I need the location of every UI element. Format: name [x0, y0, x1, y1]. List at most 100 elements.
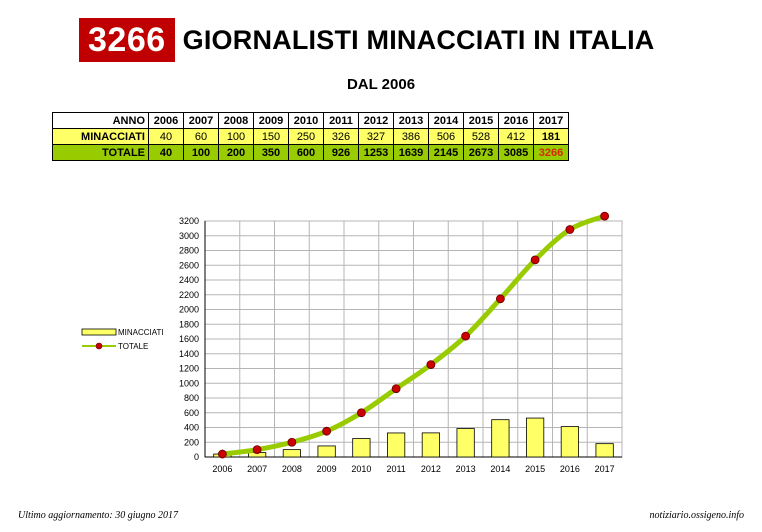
totale-cell: 100	[183, 144, 219, 161]
point-totale	[252, 445, 262, 455]
x-tick-label: 2013	[456, 464, 476, 474]
point-totale	[426, 360, 436, 369]
point-totale	[461, 331, 471, 341]
total-badge: 3266	[79, 18, 175, 62]
legend-marker-totale	[95, 342, 103, 350]
point-totale	[565, 225, 575, 234]
y-tick-label: 1200	[179, 364, 199, 374]
x-axis-ticks: 2006 2007 2008 2009 2010 2011 2012 2013 2014 2015…	[212, 464, 614, 474]
year-cell: 2012	[358, 112, 394, 129]
totale-cell: 2145	[428, 144, 464, 161]
totale-cell: 3085	[498, 144, 534, 161]
bar-minacciati	[317, 445, 336, 458]
chart-grid	[204, 220, 623, 458]
year-cell: 2015	[463, 112, 499, 129]
x-tick-label: 2007	[247, 464, 267, 474]
y-tick-label: 2800	[179, 246, 199, 256]
minacciati-cell: 181	[533, 128, 569, 145]
year-cell: 2008	[218, 112, 254, 129]
totale-cell-highlight: 3266	[533, 144, 569, 161]
minacciati-cell: 40	[148, 128, 184, 145]
totale-cell: 2673	[463, 144, 499, 161]
x-tick-label: 2017	[595, 464, 615, 474]
minacciati-cell: 326	[323, 128, 359, 145]
totale-cell: 600	[288, 144, 324, 161]
point-totale	[530, 255, 540, 265]
title-block: 3266 GIORNALISTI MINACCIATI IN ITALIA	[79, 18, 655, 62]
legend: MINACCIATI TOTALE	[81, 328, 164, 351]
y-tick-label: 400	[184, 423, 199, 433]
bar-minacciati	[456, 428, 475, 458]
y-tick-label: 200	[184, 437, 199, 447]
totale-cell: 1639	[393, 144, 429, 161]
y-tick-label: 600	[184, 408, 199, 418]
x-tick-label: 2016	[560, 464, 580, 474]
bar-minacciati	[352, 438, 371, 458]
footer-update-note: Ultimo aggiornamento: 30 giugno 2017	[18, 510, 178, 521]
y-tick-label: 2600	[179, 260, 199, 270]
bar-minacciati	[526, 417, 545, 458]
table-row-totale: TOTALE 40 100 200 350 600 926 1253 1639 …	[52, 144, 569, 161]
bar-minacciati	[421, 432, 440, 458]
bar-minacciati	[282, 449, 301, 458]
x-tick-label: 2008	[282, 464, 302, 474]
minacciati-cell: 327	[358, 128, 394, 145]
data-table: ANNO 2006 2007 2008 2009 2010 2011 2012 …	[52, 112, 569, 161]
totale-cell: 1253	[358, 144, 394, 161]
minacciati-cell: 100	[218, 128, 254, 145]
point-totale	[600, 211, 610, 221]
row-label: ANNO	[52, 112, 149, 129]
year-cell: 2009	[253, 112, 289, 129]
y-tick-label: 1400	[179, 349, 199, 359]
x-tick-label: 2009	[317, 464, 337, 474]
y-tick-label: 1800	[179, 319, 199, 329]
y-tick-label: 2000	[179, 305, 199, 315]
y-tick-label: 1000	[179, 378, 199, 388]
year-cell: 2017	[533, 112, 569, 129]
point-totale	[287, 437, 297, 447]
page-title: GIORNALISTI MINACCIATI IN ITALIA	[182, 24, 655, 55]
footer-source: notiziario.ossigeno.info	[649, 510, 744, 521]
year-cell: 2011	[323, 112, 359, 129]
year-cell: 2006	[148, 112, 184, 129]
minacciati-cell: 250	[288, 128, 324, 145]
x-tick-label: 2012	[421, 464, 441, 474]
y-tick-label: 2200	[179, 290, 199, 300]
totale-cell: 350	[253, 144, 289, 161]
point-totale	[495, 294, 505, 304]
bar-minacciati	[560, 426, 579, 458]
totale-cell: 40	[148, 144, 184, 161]
y-tick-label: 2400	[179, 275, 199, 285]
chart-line	[217, 211, 610, 459]
bar-minacciati	[491, 419, 510, 458]
point-totale	[356, 408, 366, 418]
y-tick-label: 0	[194, 452, 199, 462]
table-row-minacciati: MINACCIATI 40 60 100 150 250 326 327 386…	[52, 128, 569, 145]
totale-cell: 926	[323, 144, 359, 161]
y-tick-label: 800	[184, 393, 199, 403]
y-axis-ticks: 0 200 400 600 800 1000 1200 1400 1600 1800 2000 220…	[179, 216, 199, 462]
point-totale	[391, 384, 401, 394]
y-tick-label: 3000	[179, 231, 199, 241]
y-tick-label: 1600	[179, 334, 199, 344]
totale-cell: 200	[218, 144, 254, 161]
minacciati-cell: 150	[253, 128, 289, 145]
y-tick-label: 3200	[179, 216, 199, 226]
point-totale	[322, 426, 332, 436]
legend-label-minacciati: MINACCIATI	[118, 328, 164, 337]
bar-minacciati	[595, 443, 614, 458]
minacciati-cell: 528	[463, 128, 499, 145]
x-tick-label: 2015	[525, 464, 545, 474]
x-tick-label: 2011	[386, 464, 405, 474]
point-totale	[217, 449, 227, 459]
legend-swatch-minacciati	[81, 328, 117, 336]
year-cell: 2007	[183, 112, 219, 129]
legend-label-totale: TOTALE	[118, 342, 148, 351]
x-tick-label: 2010	[351, 464, 371, 474]
subtitle: DAL 2006	[346, 76, 416, 93]
x-tick-label: 2014	[490, 464, 510, 474]
bar-minacciati	[387, 432, 406, 458]
chart-bars	[213, 417, 614, 458]
x-tick-label: 2006	[212, 464, 232, 474]
